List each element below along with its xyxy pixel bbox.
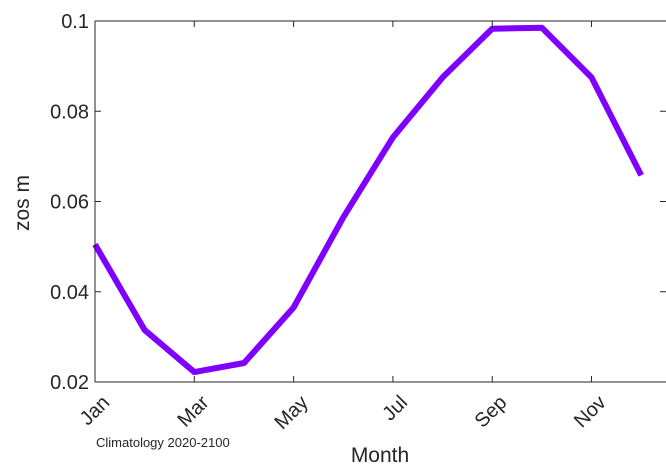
y-axis-ticks: 0.02 0.04 0.06 0.08 0.1: [50, 11, 666, 394]
series-layer: [92, 24, 644, 376]
plot-background: [95, 21, 666, 382]
plot-area: 0.02 0.04 0.06 0.08 0.1 Jan Mar May Jul Sep Nov: [50, 11, 666, 434]
series-line-1: [92, 24, 644, 376]
y-tick-label: 0.1: [61, 11, 89, 33]
y-tick-label: 0.02: [50, 372, 89, 394]
x-tick-label: May: [270, 392, 312, 434]
x-tick-label: Sep: [471, 392, 512, 433]
x-tick-label: Jan: [76, 392, 114, 430]
x-tick-label: Mar: [174, 391, 214, 431]
y-tick-label: 0.04: [50, 282, 89, 304]
x-axis-label: Month: [351, 444, 409, 466]
y-axis-label: zos m: [11, 175, 34, 231]
climatology-annotation: Climatology 2020-2100: [96, 435, 230, 450]
y-tick-label: 0.08: [50, 101, 89, 123]
x-tick-label: Jul: [378, 392, 412, 426]
y-tick-label: 0.06: [50, 192, 89, 214]
x-tick-label: Nov: [570, 392, 611, 433]
